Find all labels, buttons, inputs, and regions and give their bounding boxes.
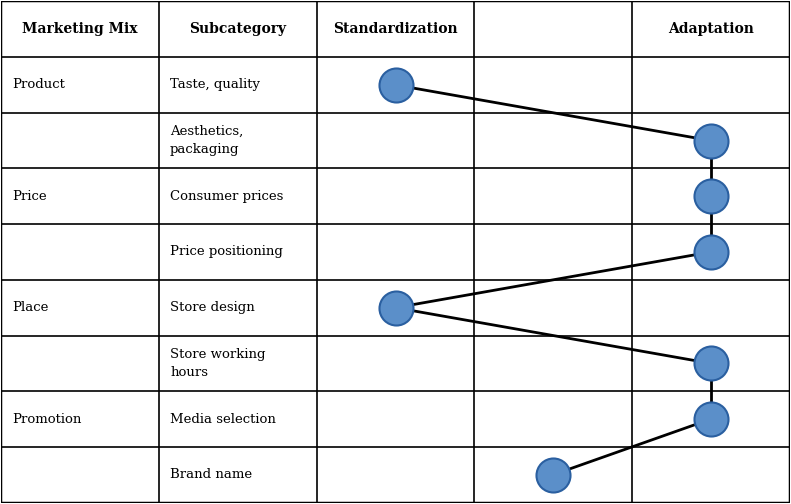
Text: Brand name: Brand name [170, 468, 252, 481]
Text: Standardization: Standardization [333, 22, 458, 36]
Text: Media selection: Media selection [170, 413, 276, 425]
Text: Price: Price [13, 190, 47, 203]
Text: Subcategory: Subcategory [189, 22, 286, 36]
Text: Adaptation: Adaptation [668, 22, 754, 36]
Text: Price positioning: Price positioning [170, 245, 283, 259]
Text: Product: Product [13, 79, 66, 91]
Point [389, 303, 402, 311]
Point [389, 81, 402, 89]
Text: Promotion: Promotion [13, 413, 81, 425]
Text: Marketing Mix: Marketing Mix [22, 22, 138, 36]
Text: Store working
hours: Store working hours [170, 348, 266, 379]
Point [705, 193, 717, 201]
Point [705, 359, 717, 367]
Point [705, 137, 717, 145]
Text: Taste, quality: Taste, quality [170, 79, 260, 91]
Text: Place: Place [13, 301, 49, 314]
Point [547, 471, 559, 479]
Text: Store design: Store design [170, 301, 255, 314]
Text: Consumer prices: Consumer prices [170, 190, 283, 203]
Point [705, 415, 717, 423]
Text: Aesthetics,
packaging: Aesthetics, packaging [170, 125, 244, 156]
Point [705, 248, 717, 256]
